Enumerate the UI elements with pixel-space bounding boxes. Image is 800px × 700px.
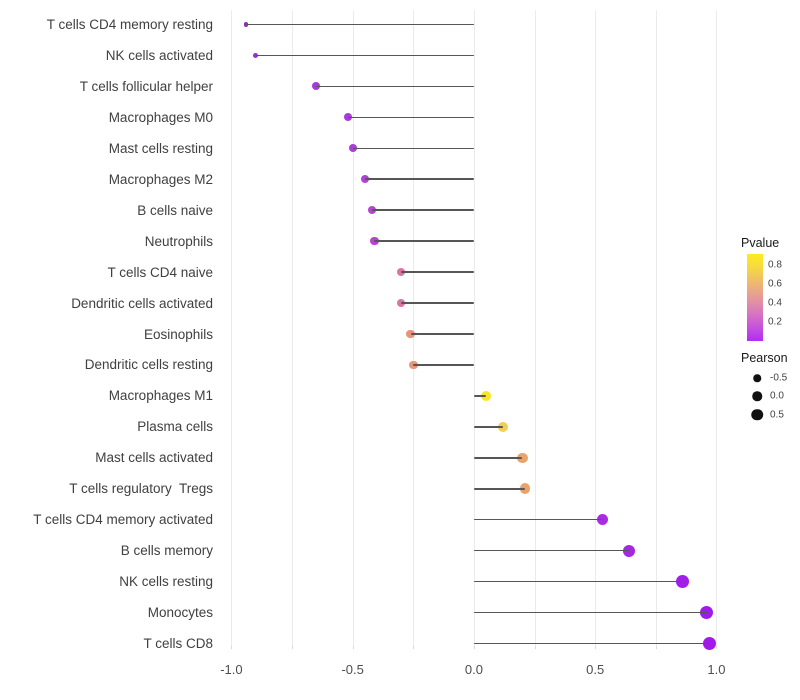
x-axis-tick — [292, 646, 294, 649]
lollipop-dot[interactable] — [312, 82, 321, 91]
category-label: T cells CD4 memory activated — [33, 512, 213, 528]
lollipop-stem — [347, 116, 474, 119]
category-label: T cells regulatory Tregs — [69, 481, 213, 497]
lollipop-stem — [473, 426, 503, 428]
gridline — [595, 10, 597, 646]
lollipop-stem — [401, 271, 474, 273]
category-label: Plasma cells — [137, 419, 213, 435]
category-label: Dendritic cells activated — [71, 295, 213, 311]
plot-panel — [219, 10, 729, 646]
category-label: Dendritic cells resting — [84, 357, 213, 373]
lollipop-dot[interactable] — [370, 237, 379, 246]
pvalue-legend-tick-label: 0.4 — [768, 297, 782, 309]
lollipop-stem — [255, 54, 474, 57]
x-axis-tick-label: -0.5 — [341, 662, 364, 677]
category-label: Macrophages M2 — [108, 171, 213, 187]
lollipop-stem — [473, 580, 683, 583]
pearson-legend-dot — [751, 408, 763, 421]
lollipop-stem — [410, 333, 474, 335]
category-label: Macrophages M1 — [108, 388, 213, 404]
lollipop-stem — [473, 611, 707, 614]
lollipop-stem — [413, 364, 474, 366]
x-axis-tick — [231, 646, 233, 649]
gridline — [716, 10, 718, 646]
lollipop-stem — [316, 85, 474, 88]
gridline — [473, 10, 475, 646]
category-label: Mast cells activated — [95, 450, 213, 466]
lollipop-dot[interactable] — [367, 206, 377, 215]
x-axis-tick — [413, 646, 415, 649]
lollipop-dot[interactable] — [702, 636, 716, 651]
lollipop-stem — [473, 395, 487, 397]
category-label: NK cells activated — [105, 47, 213, 63]
pvalue-legend-title: Pvalue — [741, 236, 780, 250]
x-axis-tick-label: 0.5 — [586, 662, 605, 677]
x-axis-tick — [473, 646, 475, 649]
pearson-legend-dot — [753, 374, 761, 382]
pearson-legend-label: 0.5 — [770, 409, 784, 421]
gridline — [534, 10, 536, 646]
pearson-legend-title: Pearson — [741, 351, 788, 365]
pearson-legend-label: 0.0 — [770, 390, 784, 402]
category-label: Mast cells resting — [108, 140, 213, 156]
lollipop-stem — [473, 642, 710, 645]
category-label: T cells CD8 — [143, 636, 213, 651]
category-label: Neutrophils — [144, 233, 213, 249]
lollipop-dot[interactable] — [623, 544, 636, 557]
pearson-legend-label: -0.5 — [770, 372, 788, 384]
gridline — [655, 10, 657, 646]
lollipop-dot[interactable] — [406, 329, 416, 339]
lollipop-stem — [372, 209, 474, 211]
pearson-legend-dot — [752, 391, 762, 402]
lollipop-stem — [473, 549, 630, 552]
lollipop-stem — [401, 302, 474, 304]
lollipop-dot[interactable] — [676, 575, 689, 588]
gridline — [292, 10, 294, 646]
lollipop-stem — [352, 147, 474, 150]
lollipop-stem — [374, 240, 474, 242]
lollipop-stem — [364, 178, 474, 181]
lollipop-dot[interactable] — [497, 421, 509, 432]
x-axis-tick — [716, 646, 718, 649]
lollipop-dot[interactable] — [517, 452, 528, 464]
category-label: Eosinophils — [143, 326, 213, 342]
category-label: B cells naive — [137, 202, 213, 218]
x-axis-tick — [352, 646, 354, 649]
category-label: Macrophages M0 — [108, 109, 213, 125]
x-axis-tick-label: -1.0 — [220, 662, 243, 677]
pvalue-colorbar — [747, 254, 763, 341]
gridline — [352, 10, 354, 646]
pvalue-legend-tick-label: 0.2 — [768, 316, 782, 328]
lollipop-stem — [473, 518, 603, 521]
gridline — [413, 10, 415, 646]
category-label: B cells memory — [120, 543, 213, 559]
category-label: Monocytes — [147, 605, 213, 621]
lollipop-dot[interactable] — [700, 605, 714, 620]
lollipop-dot[interactable] — [408, 360, 418, 370]
lollipop-stem — [473, 487, 525, 490]
lollipop-stem — [245, 23, 474, 26]
category-label: T cells CD4 naive — [107, 264, 213, 280]
x-axis-tick-label: 0.0 — [464, 662, 483, 677]
x-axis-tick — [595, 646, 597, 649]
x-axis-tick-label: 1.0 — [707, 662, 726, 677]
x-axis-tick — [534, 646, 536, 649]
pvalue-legend-tick-label: 0.6 — [768, 278, 782, 290]
category-label: T cells follicular helper — [79, 78, 213, 94]
lollipop-dot[interactable] — [519, 483, 531, 495]
lollipop-stem — [473, 457, 523, 459]
gridline — [231, 10, 233, 646]
category-label: NK cells resting — [119, 574, 213, 590]
pvalue-legend-tick-label: 0.8 — [768, 259, 782, 271]
lollipop-dot[interactable] — [481, 390, 492, 401]
x-axis-tick — [655, 646, 657, 649]
lollipop-dot[interactable] — [596, 513, 609, 526]
category-label: T cells CD4 memory resting — [46, 17, 213, 32]
